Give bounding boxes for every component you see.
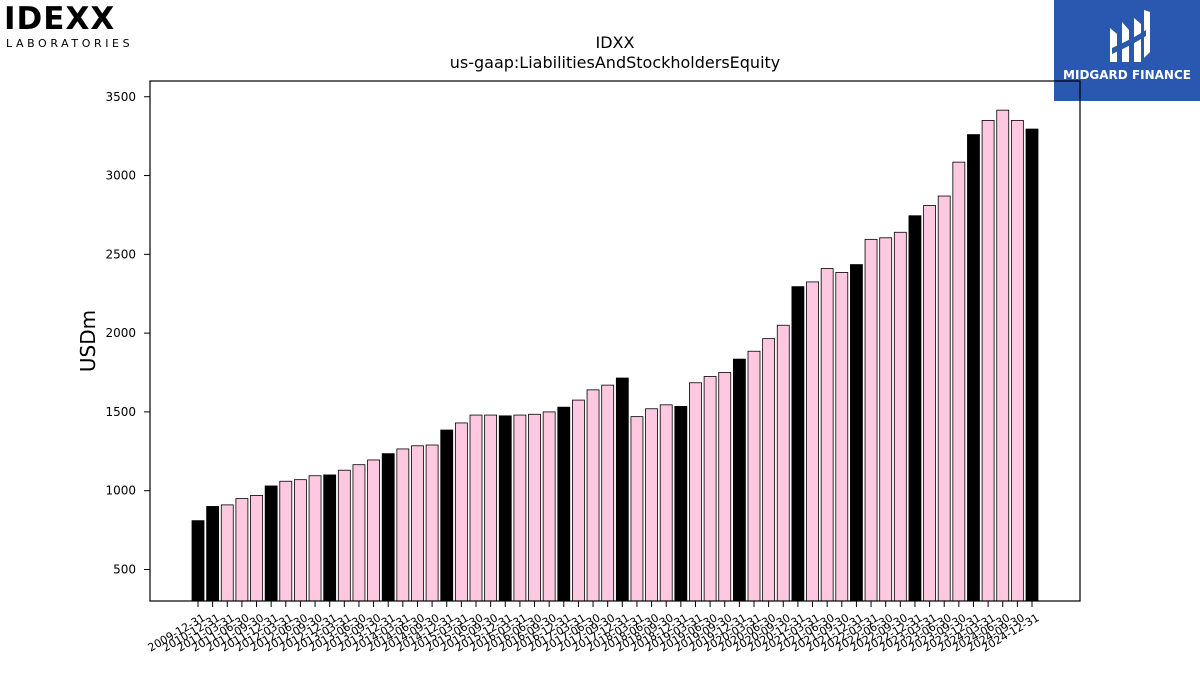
bar-2022-06-30 [879, 237, 893, 602]
bar-2020-06-30 [762, 338, 776, 602]
midgard-finance-wordmark: MIDGARD FINANCE [1063, 68, 1191, 82]
bar-2024-12-31 [1025, 128, 1039, 602]
bar-2013-06-30 [352, 464, 366, 602]
y-tick-label: 500 [113, 562, 136, 576]
bar-2016-12-31 [557, 406, 571, 602]
bar-2009-12-31 [191, 520, 205, 602]
chart-subtitle: us-gaap:LiabilitiesAndStockholdersEquity [449, 53, 781, 72]
bar-2017-12-31 [615, 377, 629, 602]
bar-2022-12-31 [908, 215, 922, 602]
bar-2024-03-31 [981, 119, 995, 602]
bar-2020-03-31 [747, 350, 761, 602]
bar-2015-06-30 [469, 414, 483, 602]
bar-2012-06-30 [294, 479, 307, 602]
bar-2018-03-31 [630, 416, 644, 602]
bar-2011-12-31 [264, 485, 278, 602]
bar-2019-06-30 [703, 376, 717, 602]
y-axis-label: USDm [76, 310, 100, 372]
bar-2018-09-30 [659, 404, 673, 602]
bar-2014-12-31 [440, 429, 454, 602]
bar-2011-06-30 [235, 498, 249, 602]
bar-2024-06-30 [996, 109, 1010, 602]
bar-2019-09-30 [718, 372, 732, 602]
bar-2023-12-31 [967, 134, 980, 602]
bar-2013-09-30 [367, 459, 380, 602]
bar-2018-12-31 [674, 405, 688, 602]
chart-title: IDXX [595, 33, 635, 52]
y-axis: 500 1000 1500 2000 2500 3000 3500 [105, 90, 150, 576]
midgard-finance-logo: MIDGARD FINANCE [1054, 0, 1200, 101]
idexx-logo-subtext: LABORATORIES [6, 37, 134, 50]
plot-frame [149, 80, 1081, 602]
bar-2017-06-30 [586, 389, 600, 602]
y-tick-label: 3000 [105, 169, 136, 183]
bar-2021-09-30 [835, 272, 849, 602]
bar-2012-09-30 [308, 475, 322, 602]
bar-2021-03-31 [806, 281, 819, 602]
bar-2023-09-30 [952, 161, 966, 602]
bar-2022-09-30 [893, 231, 907, 602]
bar-2017-03-31 [572, 399, 585, 602]
bar-2020-12-31 [791, 286, 805, 602]
bar-2010-12-31 [206, 506, 220, 602]
bar-2022-03-31 [864, 238, 878, 602]
bar-2011-03-31 [220, 504, 234, 602]
bar-2015-09-30 [484, 414, 498, 602]
x-axis: 2009-12-312010-12-312011-03-312011-06-30… [146, 601, 1042, 654]
y-tick-label: 1500 [105, 405, 136, 419]
bar-2017-09-30 [601, 384, 615, 602]
bar-2013-12-31 [381, 453, 395, 602]
bar-2023-06-30 [937, 195, 951, 602]
bar-2012-03-31 [279, 480, 293, 602]
y-tick-label: 3500 [105, 90, 136, 104]
bar-2019-12-31 [732, 358, 746, 602]
bar-2015-03-31 [454, 422, 468, 602]
y-tick-label: 2000 [105, 326, 136, 340]
idexx-logo-wordmark: IDEXX [4, 1, 116, 37]
bar-2019-03-31 [689, 382, 702, 602]
midgard-monogram-icon [1110, 10, 1150, 62]
bar-2020-09-30 [776, 324, 790, 602]
y-tick-label: 2500 [105, 247, 136, 261]
bar-2016-09-30 [542, 411, 556, 602]
bar-2016-06-30 [528, 413, 541, 602]
bar-2021-06-30 [820, 268, 834, 602]
bar-2013-03-31 [337, 469, 351, 602]
idexx-logo: IDEXX LABORATORIES [4, 2, 154, 52]
bar-2016-03-31 [513, 414, 527, 602]
bar-2014-09-30 [425, 444, 439, 602]
bar-2018-06-30 [645, 408, 658, 602]
bar-2011-09-30 [250, 495, 263, 602]
bar-2014-03-31 [396, 448, 410, 602]
bar-2015-12-31 [498, 415, 512, 602]
bar-2024-09-30 [1010, 119, 1024, 602]
bar-2023-03-31 [923, 205, 936, 602]
bar-series [191, 109, 1039, 602]
bar-2014-06-30 [411, 445, 424, 602]
y-tick-label: 1000 [105, 484, 136, 498]
bar-2012-12-31 [323, 474, 337, 602]
bar-2021-12-31 [850, 264, 863, 602]
